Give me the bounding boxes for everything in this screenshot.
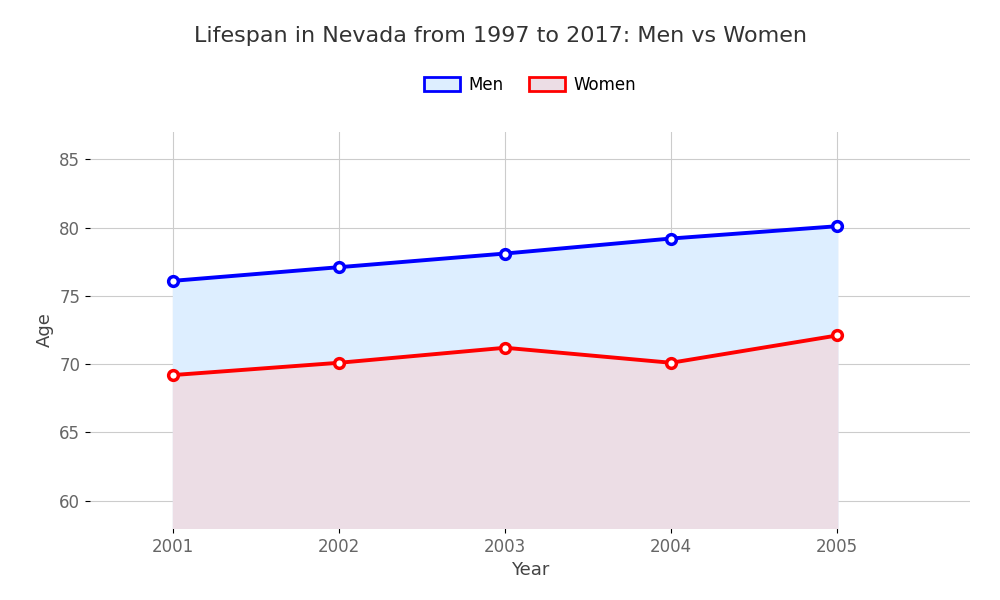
Text: Lifespan in Nevada from 1997 to 2017: Men vs Women: Lifespan in Nevada from 1997 to 2017: Me… (194, 26, 806, 46)
Y-axis label: Age: Age (36, 313, 54, 347)
X-axis label: Year: Year (511, 561, 549, 579)
Legend: Men, Women: Men, Women (417, 69, 643, 100)
